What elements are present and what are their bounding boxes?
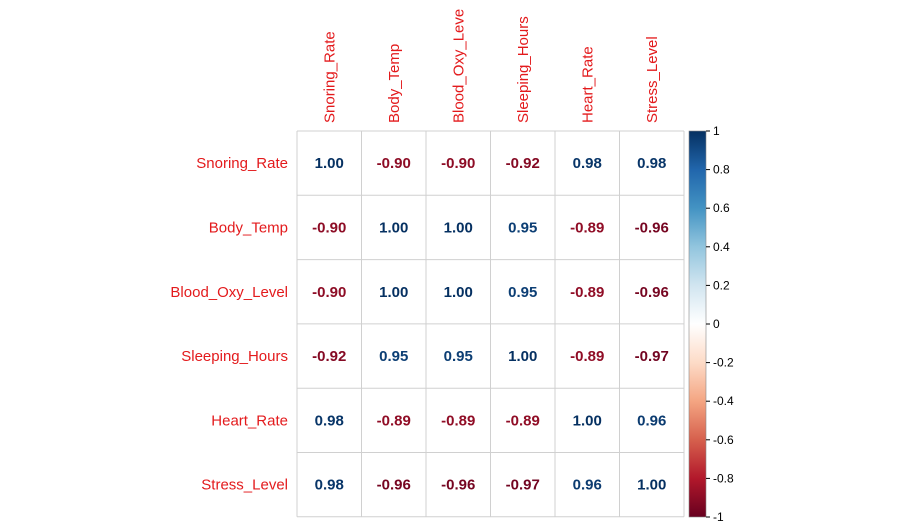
column-labels: Snoring_Rate Body_Temp Blood_Oxy_Leve Sleep… [321, 9, 661, 123]
column-label-blood-oxy-level: Blood_Oxy_Leve [450, 9, 467, 123]
colorbar-tick-label: -1 [713, 510, 724, 524]
cell-value: 1.00 [379, 219, 408, 236]
cell-value: -0.89 [377, 412, 411, 429]
column-label-snoring-rate: Snoring_Rate [321, 31, 338, 123]
colorbar: 1 0.8 0.6 0.4 0.2 0 -0.2 -0.4 -0.6 -0.8 -1 [688, 124, 734, 524]
colorbar-tick-label: 0.4 [713, 240, 730, 254]
matrix-cells: 1.00 -0.90 -0.90 -0.92 0.98 0.98 -0.90 1.00 1.00… [312, 155, 669, 494]
cell-value: 0.95 [508, 284, 537, 301]
colorbar-tick-label: 0.2 [713, 278, 730, 292]
column-label-sleeping-hours: Sleeping_Hours [515, 16, 532, 123]
row-label-stress-level: Stress_Level [201, 477, 288, 494]
column-label-heart-rate: Heart_Rate [579, 46, 596, 123]
cell-value: -0.89 [570, 284, 604, 301]
colorbar-tick-label: -0.8 [713, 471, 734, 485]
colorbar-tick-label: -0.2 [713, 356, 734, 370]
row-label-blood-oxy-level: Blood_Oxy_Level [170, 284, 288, 301]
cell-value: -0.97 [635, 348, 669, 365]
row-label-sleeping-hours: Sleeping_Hours [181, 348, 288, 365]
cell-value: -0.96 [635, 284, 669, 301]
cell-value: 0.95 [379, 348, 408, 365]
colorbar-tick-label: 1 [713, 124, 720, 138]
colorbar-tick-label: 0.6 [713, 201, 730, 215]
cell-value: 1.00 [573, 412, 602, 429]
cell-value: 0.98 [315, 477, 344, 494]
cell-value: -0.89 [570, 219, 604, 236]
cell-value: 0.98 [637, 155, 666, 172]
cell-value: 1.00 [444, 219, 473, 236]
colorbar-tick-label: 0.8 [713, 163, 730, 177]
cell-value: 0.98 [315, 412, 344, 429]
colorbar-tick-label: -0.4 [713, 394, 734, 408]
row-label-snoring-rate: Snoring_Rate [196, 155, 288, 172]
colorbar-gradient [688, 130, 707, 518]
cell-value: 0.96 [573, 477, 602, 494]
colorbar-tick-label: -0.6 [713, 433, 734, 447]
matrix-grid [296, 130, 685, 518]
cell-value: -0.90 [312, 219, 346, 236]
cell-value: -0.92 [312, 348, 346, 365]
cell-value: -0.96 [377, 477, 411, 494]
column-label-stress-level: Stress_Level [644, 36, 661, 123]
cell-value: 1.00 [637, 477, 666, 494]
row-label-body-temp: Body_Temp [209, 219, 288, 236]
cell-value: 1.00 [315, 155, 344, 172]
cell-value: -0.96 [635, 219, 669, 236]
cell-value: -0.89 [441, 412, 475, 429]
row-label-heart-rate: Heart_Rate [211, 412, 288, 429]
cell-value: 1.00 [444, 284, 473, 301]
cell-value: 0.98 [573, 155, 602, 172]
cell-value: -0.89 [506, 412, 540, 429]
cell-value: -0.96 [441, 477, 475, 494]
cell-value: 0.96 [637, 412, 666, 429]
cell-value: -0.92 [506, 155, 540, 172]
cell-value: -0.97 [506, 477, 540, 494]
column-label-body-temp: Body_Temp [386, 44, 403, 123]
cell-value: 0.95 [444, 348, 473, 365]
cell-value: 1.00 [379, 284, 408, 301]
cell-value: -0.90 [377, 155, 411, 172]
cell-value: 0.95 [508, 219, 537, 236]
cell-value: -0.89 [570, 348, 604, 365]
row-labels: Snoring_Rate Body_Temp Blood_Oxy_Level Slee… [170, 155, 288, 494]
colorbar-tick-label: 0 [713, 317, 720, 331]
cell-value: -0.90 [441, 155, 475, 172]
cell-value: 1.00 [508, 348, 537, 365]
cell-value: -0.90 [312, 284, 346, 301]
